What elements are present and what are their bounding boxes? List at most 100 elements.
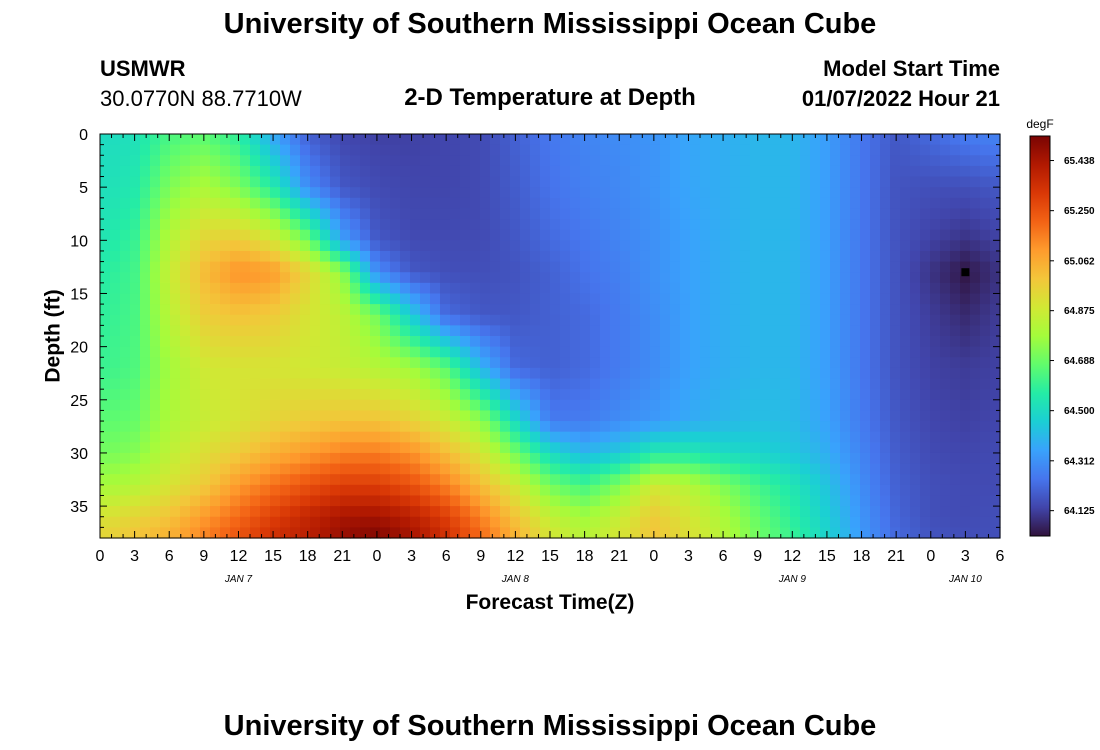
heatmap-cell <box>720 293 731 305</box>
heatmap-cell <box>210 378 221 390</box>
heatmap-cell <box>600 346 611 358</box>
heatmap-cell <box>120 219 131 231</box>
heatmap-cell <box>370 144 381 156</box>
heatmap-cell <box>570 314 581 326</box>
heatmap-cell <box>530 304 541 316</box>
heatmap-cell <box>650 293 661 305</box>
heatmap-cell <box>650 144 661 156</box>
heatmap-cell <box>760 144 771 156</box>
heatmap-cell <box>880 442 891 454</box>
heatmap-cell <box>320 516 331 528</box>
heatmap-cell <box>850 495 861 507</box>
heatmap-cell <box>580 516 591 528</box>
colorbar-tick-label: 64.500 <box>1064 406 1095 417</box>
heatmap-cell <box>540 176 551 188</box>
heatmap-cell <box>250 155 261 167</box>
heatmap-cell <box>700 357 711 369</box>
heatmap-cell <box>370 421 381 433</box>
heatmap-cell <box>610 495 621 507</box>
heatmap-cell <box>660 378 671 390</box>
heatmap-cell <box>570 272 581 284</box>
heatmap-cell <box>730 250 741 263</box>
heatmap-cell <box>480 431 491 443</box>
heatmap-cell <box>910 219 921 231</box>
heatmap-cell <box>560 527 571 539</box>
heatmap-cell <box>720 219 731 231</box>
heatmap-cell <box>390 314 401 326</box>
heatmap-cell <box>570 452 581 465</box>
heatmap-cell <box>300 304 311 316</box>
heatmap-cell <box>520 197 531 210</box>
heatmap-cell <box>840 474 851 486</box>
heatmap-cell <box>670 389 681 401</box>
heatmap-cell <box>700 346 711 358</box>
heatmap-cell <box>840 357 851 369</box>
heatmap-cell <box>760 176 771 188</box>
heatmap-cell <box>450 495 461 507</box>
heatmap-cell <box>660 399 671 412</box>
heatmap-cell <box>510 304 521 316</box>
heatmap-cell <box>300 516 311 528</box>
heatmap-cell <box>340 219 351 231</box>
heatmap-cell <box>820 282 831 295</box>
heatmap-cell <box>180 155 191 167</box>
heatmap-cell <box>410 144 421 156</box>
heatmap-cell <box>210 484 221 497</box>
heatmap-cell <box>870 452 881 465</box>
heatmap-cell <box>420 304 431 316</box>
heatmap-cell <box>860 452 871 465</box>
heatmap-cell <box>370 527 381 539</box>
heatmap-cell <box>440 474 451 486</box>
heatmap-cell <box>120 325 131 337</box>
heatmap-cell <box>720 452 731 465</box>
heatmap-cell <box>230 325 241 337</box>
heatmap-cell <box>720 155 731 167</box>
heatmap-cell <box>330 336 341 348</box>
heatmap-cell <box>590 336 601 348</box>
heatmap-cell <box>420 187 431 199</box>
heatmap-cell <box>790 431 801 443</box>
heatmap-cell <box>250 431 261 443</box>
heatmap-cell <box>130 357 141 369</box>
heatmap-cell <box>350 240 361 252</box>
heatmap-cell <box>170 272 181 284</box>
heatmap-cell <box>690 474 701 486</box>
heatmap-cell <box>500 357 511 369</box>
heatmap-cell <box>560 155 571 167</box>
heatmap-cell <box>260 208 271 220</box>
heatmap-cell <box>200 134 211 146</box>
heatmap-cell <box>510 516 521 528</box>
heatmap-cell <box>190 495 201 507</box>
heatmap-cell <box>220 282 231 295</box>
heatmap-cell <box>710 527 721 539</box>
heatmap-cell <box>340 134 351 146</box>
heatmap-cell <box>800 219 811 231</box>
heatmap-cell <box>270 516 281 528</box>
heatmap-cell <box>350 293 361 305</box>
heatmap-cell <box>800 367 811 380</box>
heatmap-cell <box>330 176 341 188</box>
heatmap-cell <box>660 389 671 401</box>
heatmap-cell <box>230 357 241 369</box>
heatmap-cell <box>990 474 1001 486</box>
heatmap-cell <box>720 176 731 188</box>
heatmap-cell <box>920 325 931 337</box>
heatmap-cell <box>830 399 841 412</box>
heatmap-cell <box>790 452 801 465</box>
heatmap-cell <box>260 495 271 507</box>
heatmap-cell <box>930 314 941 326</box>
heatmap-cell <box>380 527 391 539</box>
heatmap-cell <box>720 357 731 369</box>
heatmap-cell <box>990 208 1001 220</box>
heatmap-cell <box>440 208 451 220</box>
heatmap-cell <box>770 516 781 528</box>
heatmap-cell <box>890 219 901 231</box>
colorbar-tick-label: 64.688 <box>1064 356 1095 367</box>
heatmap-cell <box>280 410 291 422</box>
heatmap-cell <box>360 431 371 443</box>
heatmap-cell <box>970 410 981 422</box>
heatmap-cell <box>360 187 371 199</box>
heatmap-cell <box>870 527 881 539</box>
heatmap-cell <box>810 165 821 178</box>
heatmap-cell <box>670 442 681 454</box>
